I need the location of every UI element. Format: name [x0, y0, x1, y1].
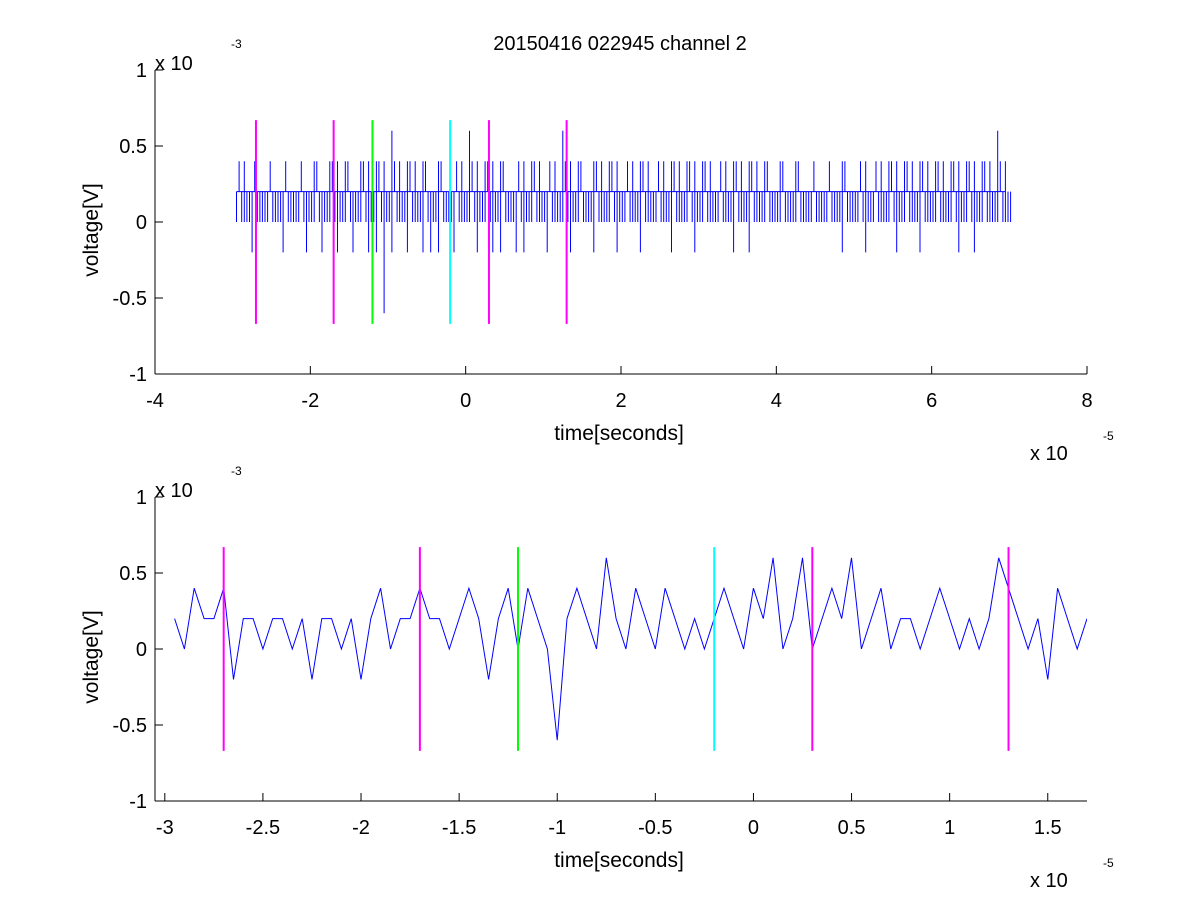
- x-tick-label: 0: [748, 817, 759, 839]
- x-tick-label: 8: [1081, 390, 1092, 412]
- signal-trace: [236, 130, 1012, 314]
- x-tick-label: -3: [156, 817, 174, 839]
- y-tick-label: -1: [129, 364, 147, 386]
- y-tick-label: 0: [136, 212, 147, 234]
- x-tick-label: 6: [926, 390, 937, 412]
- y-tick-label: 1: [136, 487, 147, 509]
- y-axis-label: voltage[V]: [80, 183, 103, 276]
- bottom-subplot: -1 -0.5 0 0.5 1 -3 -2.5 -2 -1.5 -1 -0.5 0 0.5 1 1.5 tim…: [80, 464, 1114, 892]
- x-tick-label: -0.5: [638, 817, 672, 839]
- signal-trace: [174, 557, 1087, 741]
- x-exponent-base: x 10: [1030, 443, 1068, 465]
- y-exponent-base: x 10: [155, 53, 193, 75]
- x-tick-label: -4: [146, 390, 164, 412]
- x-tick-label: -1: [548, 817, 566, 839]
- y-exponent-power: -3: [231, 464, 242, 478]
- top-subplot: -1 -0.5 0 0.5 1 -4 -2 0 2 4 6 8 time[seconds] voltage…: [80, 37, 1114, 465]
- x-axis-label: time[seconds]: [554, 422, 684, 445]
- x-exponent-power: -5: [1103, 856, 1114, 870]
- x-tick-label: 4: [771, 390, 782, 412]
- x-tick-label: -2: [352, 817, 370, 839]
- x-tick-label: -1.5: [442, 817, 476, 839]
- y-tick-label: -0.5: [113, 715, 147, 737]
- y-tick-label: 1: [136, 60, 147, 82]
- y-tick-label: -1: [129, 791, 147, 813]
- x-tick-label: 1.5: [1034, 817, 1062, 839]
- x-axis-label: time[seconds]: [554, 849, 684, 872]
- x-tick-label: 0: [460, 390, 471, 412]
- y-tick-label: 0.5: [119, 136, 147, 158]
- y-tick-label: 0.5: [119, 563, 147, 585]
- plot-area: [174, 547, 1087, 751]
- y-tick-label: -0.5: [113, 288, 147, 310]
- x-tick-label: 2: [615, 390, 626, 412]
- plot-area: [236, 120, 1012, 324]
- y-tick-label: 0: [136, 639, 147, 661]
- x-exponent-base: x 10: [1030, 870, 1068, 892]
- x-tick-label: 0.5: [838, 817, 866, 839]
- x-tick-label: 1: [944, 817, 955, 839]
- y-exponent-base: x 10: [155, 480, 193, 502]
- y-exponent-power: -3: [231, 37, 242, 51]
- x-tick-label: -2: [301, 390, 319, 412]
- y-axis-label: voltage[V]: [80, 610, 103, 703]
- x-tick-label: -2.5: [246, 817, 280, 839]
- x-exponent-power: -5: [1103, 429, 1114, 443]
- figure-title: 20150416 022945 channel 2: [493, 33, 747, 55]
